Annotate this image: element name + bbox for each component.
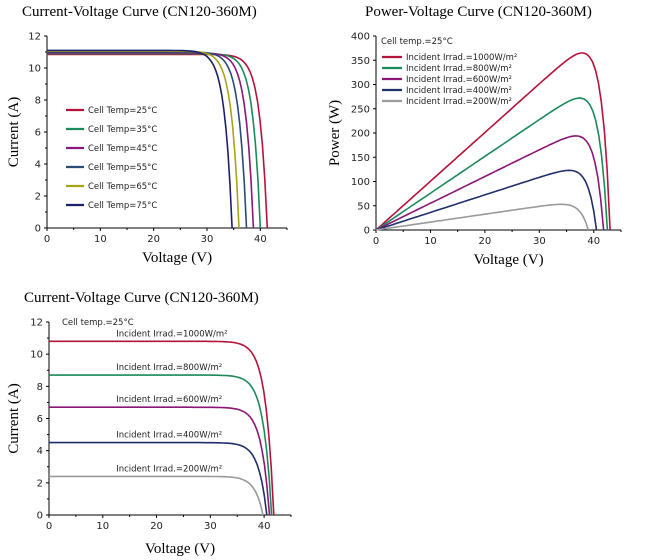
legend-label: Incident Irrad.=1000W/m² <box>406 53 517 63</box>
series-line <box>47 53 269 229</box>
y-tick-label: 150 <box>351 153 370 164</box>
x-tick-label: 40 <box>587 236 600 247</box>
legend-label: Cell Temp=65°C <box>88 182 157 192</box>
y-tick-label: 350 <box>351 56 370 67</box>
x-tick-label: 0 <box>373 236 379 247</box>
legend-label: Cell Temp=45°C <box>88 144 157 154</box>
x-tick-label: 0 <box>44 234 50 245</box>
series-line <box>375 203 590 231</box>
series-line <box>49 475 264 516</box>
y-tick-label: 200 <box>351 129 370 140</box>
x-tick-label: 40 <box>258 521 271 532</box>
series-label: Incident Irrad.=200W/m² <box>116 464 222 474</box>
series-label: Incident Irrad.=800W/m² <box>116 363 222 373</box>
legend-title: Cell temp.=25°C <box>381 37 453 47</box>
series-line <box>375 52 611 231</box>
x-tick-label: 30 <box>204 521 217 532</box>
legend-label: Incident Irrad.=400W/m² <box>406 86 512 96</box>
x-axis-label: Voltage (V) <box>142 250 212 266</box>
legend-title: Cell temp.=25°C <box>62 318 134 328</box>
y-tick-label: 2 <box>37 478 43 489</box>
y-tick-label: 10 <box>30 350 43 361</box>
y-tick-label: 12 <box>28 32 41 43</box>
legend-label: Cell Temp=35°C <box>88 125 157 135</box>
legend-label: Cell Temp=25°C <box>88 106 157 116</box>
y-tick-label: 2 <box>35 192 41 203</box>
y-tick-label: 4 <box>37 446 43 457</box>
y-tick-label: 400 <box>351 32 370 43</box>
series-label: Incident Irrad.=1000W/m² <box>116 329 227 339</box>
x-tick-label: 0 <box>46 521 52 532</box>
pv-irradiance-plot: 0 50 100 150 200 250 300 350 400 0 10 20 30 40 Voltage… <box>327 32 622 268</box>
y-axis-label: Current (A) <box>6 97 22 167</box>
y-tick-label: 8 <box>35 96 41 107</box>
iv-irradiance-chart: Current-Voltage Curve (CN120-360M) 0 2 4 6 8… <box>0 285 320 560</box>
chart-title: Current-Voltage Curve (CN120-360M) <box>24 290 259 306</box>
pv-irradiance-chart: Power-Voltage Curve (CN120-360M) 0 50 100 1… <box>325 0 650 280</box>
iv-temperature-chart: Current-Voltage Curve (CN120-360M) 0 2 4 6 8… <box>0 0 320 280</box>
series-line <box>47 49 233 229</box>
series-line <box>49 406 271 516</box>
y-tick-label: 0 <box>35 224 41 235</box>
chart-title: Power-Voltage Curve (CN120-360M) <box>365 4 592 20</box>
y-tick-label: 8 <box>37 382 43 393</box>
y-axis-label: Current (A) <box>6 383 22 453</box>
x-tick-label: 30 <box>201 234 214 245</box>
y-tick-label: 10 <box>28 64 41 75</box>
y-axis-label: Power (W) <box>327 100 343 166</box>
series-line <box>375 135 605 231</box>
y-tick-label: 0 <box>37 511 43 522</box>
series-label: Incident Irrad.=400W/m² <box>116 431 222 441</box>
x-tick-label: 20 <box>147 234 160 245</box>
y-tick-label: 0 <box>364 226 370 237</box>
x-tick-label: 10 <box>424 236 437 247</box>
legend-label: Cell Temp=75°C <box>88 201 157 211</box>
x-tick-label: 20 <box>479 236 492 247</box>
legend-label: Cell Temp=55°C <box>88 163 157 173</box>
y-tick-label: 12 <box>30 318 43 329</box>
y-tick-label: 100 <box>351 177 370 188</box>
x-tick-label: 10 <box>94 234 107 245</box>
legend-label: Incident Irrad.=800W/m² <box>406 64 512 74</box>
series-line <box>49 340 275 516</box>
y-tick-label: 50 <box>357 201 370 212</box>
y-tick-label: 300 <box>351 80 370 91</box>
x-tick-label: 10 <box>96 521 109 532</box>
x-tick-label: 20 <box>150 521 163 532</box>
legend-label: Incident Irrad.=600W/m² <box>406 75 512 85</box>
iv-irradiance-plot: 0 2 4 6 8 10 12 0 10 20 30 40 Voltage (V) Current (A)… <box>6 318 292 557</box>
series-line <box>375 97 609 231</box>
series-line <box>375 169 598 231</box>
iv-temperature-plot: 0 2 4 6 8 10 12 0 10 20 30 40 Voltage (V) Current (A)… <box>6 32 288 266</box>
y-tick-label: 6 <box>35 128 41 139</box>
series-line <box>49 374 273 516</box>
y-tick-label: 4 <box>35 160 41 171</box>
chart-title: Current-Voltage Curve (CN120-360M) <box>22 4 257 20</box>
y-tick-label: 6 <box>37 414 43 425</box>
x-axis-label: Voltage (V) <box>145 541 215 557</box>
x-tick-label: 30 <box>533 236 546 247</box>
y-tick-label: 250 <box>351 104 370 115</box>
x-axis-label: Voltage (V) <box>473 252 543 268</box>
x-tick-label: 40 <box>254 234 267 245</box>
legend-label: Incident Irrad.=200W/m² <box>406 97 512 107</box>
series-label: Incident Irrad.=600W/m² <box>116 395 222 405</box>
series-line <box>49 441 268 516</box>
